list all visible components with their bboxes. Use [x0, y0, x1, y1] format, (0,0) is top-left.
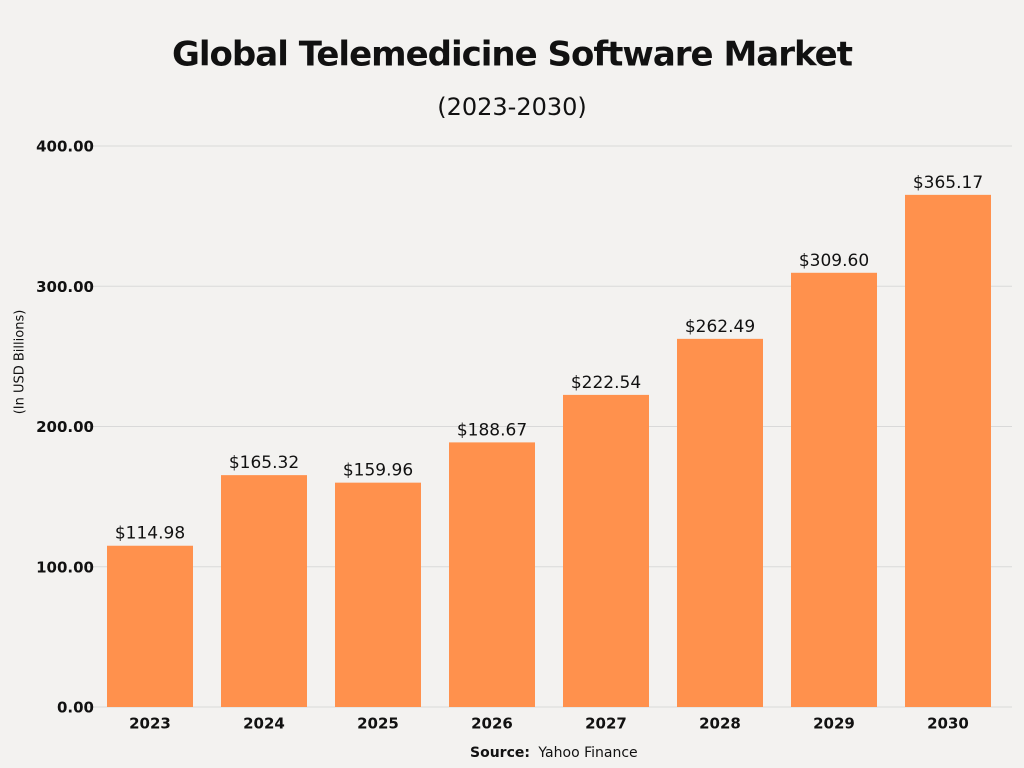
- y-tick-label: 300.00: [36, 278, 94, 296]
- value-label: $309.60: [799, 251, 869, 271]
- bar: [221, 475, 307, 707]
- x-tick-label: 2023: [129, 715, 171, 733]
- bar: [677, 338, 763, 707]
- x-tick-label: 2029: [813, 715, 855, 733]
- source-text: Yahoo Finance: [537, 745, 637, 761]
- x-tick-label: 2026: [471, 715, 513, 733]
- bar: [791, 272, 877, 707]
- bar: [449, 442, 535, 707]
- bar: [107, 545, 193, 707]
- source: Source: Yahoo Finance: [470, 745, 638, 761]
- value-label: $365.17: [913, 173, 983, 193]
- value-label: $222.54: [571, 373, 641, 393]
- bar: [905, 194, 991, 708]
- x-tick-label: 2028: [699, 715, 741, 733]
- value-label: $188.67: [457, 420, 527, 440]
- source-label: Source:: [470, 745, 530, 761]
- value-label: $165.32: [229, 453, 299, 473]
- y-tick-label: 200.00: [36, 418, 94, 436]
- x-tick-label: 2030: [927, 715, 969, 733]
- bar: [335, 482, 421, 707]
- y-tick-label: 400.00: [36, 138, 94, 156]
- chart-subtitle: (2023-2030): [437, 93, 587, 121]
- x-tick-label: 2024: [243, 715, 285, 733]
- x-tick-label: 2025: [357, 715, 399, 733]
- y-tick-label: 0.00: [57, 699, 94, 717]
- value-label: $114.98: [115, 524, 185, 544]
- y-axis-label: (In USD Billions): [13, 310, 28, 415]
- chart-title: Global Telemedicine Software Market: [172, 35, 853, 75]
- bar: [563, 394, 649, 707]
- y-tick-label: 100.00: [36, 558, 94, 576]
- x-tick-label: 2027: [585, 715, 627, 733]
- value-label: $159.96: [343, 461, 413, 481]
- value-label: $262.49: [685, 317, 755, 337]
